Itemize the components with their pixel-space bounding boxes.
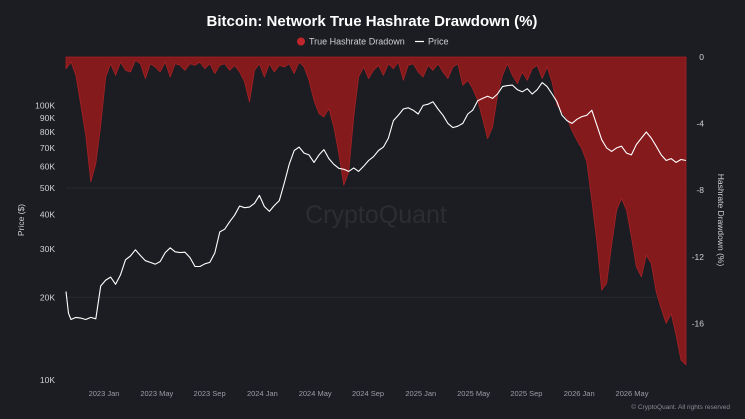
- left-tick-label: 20K: [40, 292, 55, 302]
- left-axis-ticks: 100K 90K 80K 70K 60K 50K 40K 30K 20K 10K: [35, 100, 55, 385]
- x-tick-label: 2023 Jan: [89, 389, 120, 398]
- left-tick-label: 30K: [40, 244, 55, 254]
- x-tick-label: 2026 Jan: [564, 389, 595, 398]
- x-tick-label: 2024 Jan: [247, 389, 278, 398]
- right-axis-label: Hashrate Drawdown (%): [716, 174, 726, 267]
- price-line-layer: [65, 82, 687, 321]
- left-tick-label: 100K: [35, 100, 55, 110]
- left-tick-label: 70K: [40, 143, 55, 153]
- x-tick-label: 2025 Jan: [405, 389, 436, 398]
- price-line: [65, 82, 687, 321]
- right-tick-label: -4: [696, 119, 704, 129]
- chart-title: Bitcoin: Network True Hashrate Drawdown …: [207, 13, 538, 30]
- left-tick-label: 50K: [40, 183, 55, 193]
- left-tick-label: 60K: [40, 161, 55, 171]
- x-tick-label: 2025 May: [457, 389, 490, 398]
- left-tick-label: 40K: [40, 210, 55, 220]
- x-tick-label: 2023 May: [140, 389, 173, 398]
- gridlines: [66, 187, 686, 298]
- right-tick-label: 0: [699, 52, 704, 62]
- copyright: © CryptoQuant. All rights reserved: [631, 403, 730, 411]
- right-tick-label: -12: [692, 252, 705, 262]
- watermark: CryptoQuant: [305, 201, 447, 229]
- x-tick-label: 2026 May: [616, 389, 649, 398]
- left-tick-label: 90K: [40, 113, 55, 123]
- x-tick-label: 2023 Sep: [194, 389, 226, 398]
- x-tick-label: 2024 May: [299, 389, 332, 398]
- drawdown-area: [65, 56, 687, 366]
- right-tick-label: -8: [696, 185, 704, 195]
- left-tick-label: 80K: [40, 127, 55, 137]
- left-tick-label: 10K: [40, 375, 55, 385]
- right-axis-ticks: 0 -4 -8 -12 -16: [692, 52, 705, 328]
- x-tick-label: 2025 Sep: [510, 389, 542, 398]
- legend-price-label[interactable]: Price: [428, 37, 449, 47]
- legend[interactable]: True Hashrate Dradown Price: [297, 37, 449, 47]
- legend-drawdown-label[interactable]: True Hashrate Dradown: [309, 37, 405, 47]
- x-axis-ticks: 2023 Jan 2023 May 2023 Sep 2024 Jan 2024 May…: [89, 389, 649, 398]
- legend-drawdown-swatch: [297, 37, 305, 46]
- left-axis-label: Price ($): [16, 204, 26, 236]
- drawdown-area-layer: [65, 56, 687, 366]
- x-tick-label: 2024 Sep: [352, 389, 384, 398]
- right-tick-label: -16: [692, 318, 705, 328]
